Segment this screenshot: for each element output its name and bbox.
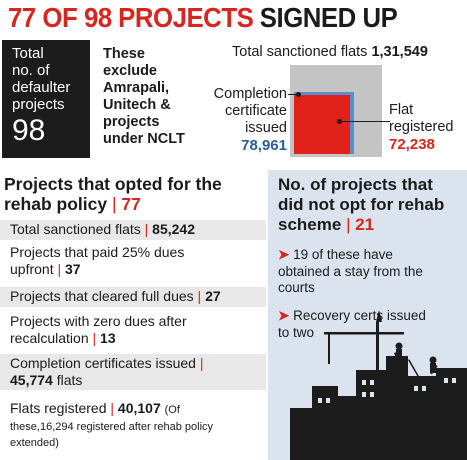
- flat-registered-value: 72,238: [389, 136, 435, 153]
- stat-note: (Of: [164, 404, 180, 416]
- completion-certificate-label: Completion certificate issued 78,961: [214, 86, 287, 154]
- headline-count: 77 OF 98: [8, 2, 112, 33]
- stat-row-completion-certificates: Completion certificates issued | 45,774 …: [0, 354, 266, 390]
- bullet-text: Recovery certs issued: [293, 308, 426, 323]
- stat-value: 45,774: [10, 371, 53, 388]
- opted-rehab-panel: Projects that opted for the rehab policy…: [0, 170, 268, 460]
- not-opted-title: No. of projects that did not opt for reh…: [278, 175, 463, 235]
- stat-value: 37: [65, 260, 81, 277]
- cc-leader-dot: [296, 92, 301, 97]
- not-opted-title-line: scheme: [278, 215, 342, 234]
- opted-title-line: Projects that opted for the: [4, 174, 222, 194]
- stat-label: Projects that paid 25% dues: [10, 244, 185, 260]
- stat-label: Completion certificates issued: [10, 355, 196, 371]
- defaulter-label-line: defaulter: [12, 79, 71, 96]
- stat-label: Flats registered: [10, 400, 107, 416]
- total-sanctioned-text: Total sanctioned flats: [232, 44, 368, 60]
- summary-band: Total no. of defaulter projects 98 These…: [0, 38, 467, 162]
- flats-graphic: Total sanctioned flats 1,31,549 Completi…: [196, 38, 467, 162]
- opted-title-line: rehab policy: [4, 194, 108, 214]
- total-sanctioned-value: 1,31,549: [371, 44, 428, 60]
- cc-label-line: issued: [245, 120, 287, 136]
- opted-rehab-title: Projects that opted for the rehab policy…: [0, 174, 266, 214]
- stat-value: 13: [100, 329, 116, 346]
- stat-label: recalculation: [10, 329, 89, 346]
- cc-leader-line: [288, 94, 298, 96]
- stat-row-total-sanctioned: Total sanctioned flats | 85,242: [0, 220, 266, 240]
- not-opted-title-line: did not opt for rehab: [278, 195, 445, 214]
- stat-note: extended): [10, 437, 59, 449]
- defaulter-projects-box: Total no. of defaulter projects 98: [2, 40, 90, 158]
- defaulter-count: 98: [12, 114, 46, 147]
- exclusion-note-line: under NCLT: [103, 131, 185, 147]
- stat-value: 40,107: [117, 400, 161, 416]
- exclusion-note-line: Amrapali,: [103, 80, 170, 96]
- fr-label-line: Flat: [389, 102, 414, 118]
- bullet-text: 19 of these have: [293, 247, 393, 262]
- headline: 77 OF 98 PROJECTS SIGNED UP: [8, 2, 398, 34]
- stat-row-zero-dues: Projects with zero dues after recalculat…: [0, 312, 266, 348]
- headline-projects: PROJECTS: [118, 2, 254, 33]
- not-opted-title-line: No. of projects that: [278, 175, 433, 194]
- flat-registered-square: [294, 95, 350, 154]
- stat-label: Projects that cleared full dues: [10, 288, 194, 304]
- stat-label: Total sanctioned flats: [10, 221, 141, 237]
- exclusion-note-line: These: [103, 46, 145, 62]
- arrow-bullet-icon: ➤: [278, 308, 290, 323]
- exclusion-note-line: projects: [103, 114, 160, 130]
- fr-leader-dot: [337, 119, 342, 124]
- stat-row-paid-25-percent: Projects that paid 25% dues upfront | 37: [0, 243, 266, 279]
- stat-note: these,16,294 registered after rehab poli…: [10, 420, 214, 433]
- defaulter-label: Total no. of defaulter projects: [12, 45, 90, 113]
- opted-count: 77: [121, 194, 141, 214]
- defaulter-label-line: Total: [12, 45, 44, 62]
- fr-leader-line: [340, 121, 390, 123]
- not-opted-count: 21: [355, 215, 375, 234]
- arrow-bullet-icon: ➤: [278, 247, 290, 262]
- exclusion-note-line: exclude: [103, 63, 157, 79]
- cc-label-line: certificate: [224, 103, 287, 119]
- not-opted-panel: No. of projects that did not opt for reh…: [268, 170, 467, 460]
- bullet-text: courts: [278, 280, 315, 295]
- cc-label-line: Completion: [213, 86, 287, 102]
- completion-certificate-value: 78,961: [241, 137, 287, 154]
- fr-label-line: registered: [389, 119, 454, 135]
- bullet-recovery-certs: ➤ Recovery certs issued to two: [278, 308, 463, 341]
- defaulter-label-line: no. of: [12, 62, 50, 79]
- total-sanctioned-label: Total sanctioned flats 1,31,549: [232, 44, 428, 60]
- construction-skyline-illustration: [290, 310, 467, 460]
- bullet-stay-obtained: ➤ 19 of these have obtained a stay from …: [278, 247, 463, 297]
- stat-label: upfront: [10, 260, 54, 277]
- bullet-text: to two: [278, 324, 315, 340]
- stat-value: 85,242: [152, 221, 195, 237]
- headline-signed-up: SIGNED UP: [259, 2, 398, 33]
- bullet-text: obtained a stay from the: [278, 263, 423, 279]
- defaulter-label-line: projects: [12, 96, 65, 113]
- flat-registered-label: Flat registered 72,238: [389, 102, 453, 153]
- stat-row-flats-registered: Flats registered | 40,107 (Of these,16,2…: [0, 399, 266, 454]
- stat-value: 27: [205, 288, 221, 304]
- stat-label: Projects with zero dues after: [10, 313, 187, 329]
- title-separator: |: [346, 215, 351, 234]
- title-separator: |: [111, 194, 117, 214]
- exclusion-note-line: Unitech &: [103, 97, 171, 113]
- exclusion-note: These exclude Amrapali, Unitech & projec…: [103, 46, 195, 148]
- stat-suffix: flats: [56, 371, 83, 388]
- stat-row-cleared-full-dues: Projects that cleared full dues | 27: [0, 287, 266, 307]
